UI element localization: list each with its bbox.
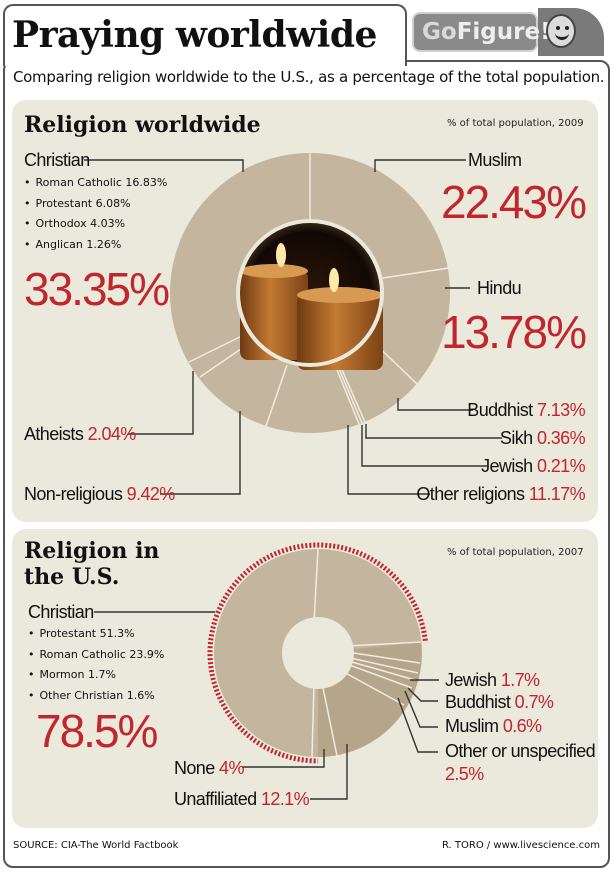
mascot-eye-icon bbox=[556, 26, 560, 30]
logo-go: Go bbox=[422, 19, 457, 45]
world-christian-subgroup: Orthodox 4.03% bbox=[24, 214, 167, 235]
world-panel-note: % of total population, 2009 bbox=[447, 118, 584, 129]
title-tab bbox=[3, 4, 407, 66]
gofigure-logo: GoFigure! bbox=[412, 12, 551, 52]
us-christian-subgroup: Roman Catholic 23.9% bbox=[28, 645, 165, 666]
world-hindu-pct: 13.78% bbox=[440, 306, 587, 358]
world-christian-subgroups: Roman Catholic 16.83% Protestant 6.08% O… bbox=[24, 173, 168, 256]
world-sikh-label: Sikh 0.36% bbox=[499, 428, 586, 448]
world-panel-title: Religion worldwide bbox=[24, 112, 261, 138]
world-christian-subgroup: Anglican 1.26% bbox=[24, 235, 167, 256]
author-credit: R. TORO / www.livescience.com bbox=[441, 840, 600, 851]
us-christian-subgroup: Other Christian 1.6% bbox=[28, 686, 164, 707]
us-christian-subgroup: Mormon 1.7% bbox=[28, 665, 164, 686]
us-panel-title: Religion in the U.S. bbox=[24, 538, 160, 590]
us-christian-total: 78.5% bbox=[36, 705, 158, 757]
world-hindu-label: Hindu bbox=[477, 278, 522, 298]
world-atheists-label: Atheists 2.04% bbox=[24, 424, 136, 444]
logo-figure: Figure! bbox=[456, 19, 551, 45]
source-credit: SOURCE: CIA-The World Factbook bbox=[13, 840, 179, 851]
page-subtitle: Comparing religion worldwide to the U.S.… bbox=[13, 68, 605, 86]
us-christian-subgroup: Protestant 51.3% bbox=[28, 624, 164, 645]
world-other-label: Other religions 11.17% bbox=[416, 484, 585, 504]
page-title: Praying worldwide bbox=[12, 14, 377, 56]
world-christian-label: Christian bbox=[24, 150, 90, 170]
world-muslim-label: Muslim bbox=[468, 150, 522, 170]
us-muslim-label: Muslim 0.6% bbox=[445, 716, 542, 736]
us-panel-note: % of total population, 2007 bbox=[447, 547, 584, 558]
mascot-eye-icon bbox=[565, 26, 569, 30]
us-none-label: None 4% bbox=[174, 758, 244, 778]
mascot-face-icon bbox=[546, 14, 576, 48]
us-jewish-label: Jewish 1.7% bbox=[445, 670, 540, 690]
us-christian-subgroups: Protestant 51.3% Roman Catholic 23.9% Mo… bbox=[28, 624, 165, 707]
world-muslim-pct: 22.43% bbox=[440, 176, 587, 228]
world-buddhist-label: Buddhist 7.13% bbox=[467, 400, 585, 420]
us-other-label: Other or unspecified bbox=[445, 741, 596, 761]
us-buddhist-label: Buddhist 0.7% bbox=[445, 692, 554, 712]
world-christian-subgroup: Roman Catholic 16.83% bbox=[24, 173, 168, 194]
world-christian-subgroup: Protestant 6.08% bbox=[24, 194, 167, 215]
world-jewish-label: Jewish 0.21% bbox=[481, 456, 585, 476]
world-christian-total: 33.35% bbox=[24, 263, 170, 315]
us-other-pct: 2.5% bbox=[445, 764, 484, 784]
us-unaffiliated-label: Unaffiliated 12.1% bbox=[174, 789, 310, 809]
world-nonreligious-label: Non-religious 9.42% bbox=[24, 484, 175, 504]
us-christian-label: Christian bbox=[28, 602, 94, 622]
mascot-mouth-icon bbox=[555, 33, 569, 40]
